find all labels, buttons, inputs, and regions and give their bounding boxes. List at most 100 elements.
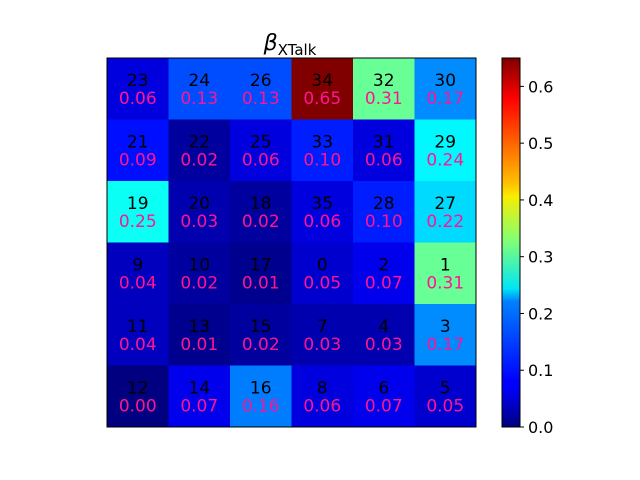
cell-id-label: 25 [250, 132, 272, 152]
cell-value-label: 0.31 [365, 89, 403, 109]
cell-value-label: 0.17 [426, 89, 464, 109]
cell-value-label: 0.07 [365, 273, 403, 293]
cell-value-label: 0.65 [303, 89, 341, 109]
cell-id-label: 1 [440, 255, 451, 275]
cell-value-label: 0.03 [303, 335, 341, 355]
colorbar-ticks: 0.0 0.1 0.2 0.3 0.4 0.5 0.6 [520, 77, 553, 437]
colorbar-gradient [501, 57, 521, 428]
cell-id-label: 17 [250, 255, 272, 275]
heatmap-cell [168, 304, 231, 366]
cell-value-label: 0.05 [426, 396, 464, 416]
cell-value-label: 0.06 [303, 212, 341, 232]
cell-id-label: 16 [250, 378, 272, 398]
cell-id-label: 8 [317, 378, 328, 398]
heatmap-cell [353, 365, 415, 428]
cell-id-label: 35 [311, 194, 333, 214]
heatmap-cell [353, 242, 415, 305]
heatmap-cell [291, 181, 354, 243]
heatmap-cell [107, 304, 169, 366]
cell-value-label: 0.01 [180, 335, 218, 355]
cell-id-label: 29 [434, 132, 456, 152]
cell-value-label: 0.00 [119, 396, 157, 416]
cell-id-label: 13 [188, 317, 210, 337]
plot-frame [106, 57, 477, 428]
cell-id-label: 14 [188, 378, 210, 398]
heatmap-cell [414, 242, 477, 305]
cell-id-label: 27 [434, 194, 456, 214]
heatmap-cell [168, 365, 231, 428]
cell-id-label: 22 [188, 132, 210, 152]
cell-value-label: 0.16 [242, 396, 280, 416]
heatmap-cell [353, 119, 415, 182]
cell-id-label: 6 [378, 378, 389, 398]
cell-value-label: 0.06 [365, 150, 403, 170]
heatmap-cell [107, 181, 169, 243]
cell-id-label: 5 [440, 378, 451, 398]
cell-id-label: 9 [132, 255, 143, 275]
title-symbol: β [263, 31, 278, 56]
heatmap-cell [107, 242, 169, 305]
heatmap-cell [291, 58, 354, 120]
colorbar-tick-label: 0.6 [528, 77, 553, 96]
colorbar-tick-label: 0.4 [528, 191, 553, 210]
cell-id-label: 21 [127, 132, 149, 152]
heatmap-cell [168, 119, 231, 182]
cell-id-label: 34 [311, 71, 333, 91]
cell-value-label: 0.09 [119, 150, 157, 170]
cell-value-label: 0.13 [242, 89, 280, 109]
cell-value-label: 0.17 [426, 335, 464, 355]
cell-id-label: 2 [378, 255, 389, 275]
cell-value-label: 0.07 [365, 396, 403, 416]
heatmap-cell [291, 119, 354, 182]
cell-value-label: 0.06 [119, 89, 157, 109]
cell-id-label: 26 [250, 71, 272, 91]
cell-value-label: 0.02 [180, 273, 218, 293]
cell-value-label: 0.22 [426, 212, 464, 232]
heatmap-cell [414, 365, 477, 428]
cell-value-label: 0.05 [303, 273, 341, 293]
colorbar: 0.0 0.1 0.2 0.3 0.4 0.5 0.6 [501, 57, 553, 437]
heatmap-cell [291, 242, 354, 305]
cell-id-label: 19 [127, 194, 149, 214]
heatmap-cell [230, 181, 292, 243]
cell-id-label: 30 [434, 71, 456, 91]
heatmap-cell [168, 242, 231, 305]
cell-id-label: 0 [317, 255, 328, 275]
heatmap-cell [168, 181, 231, 243]
colorbar-tick-label: 0.3 [528, 248, 553, 267]
heatmap-cell [230, 119, 292, 182]
cell-value-label: 0.10 [303, 150, 341, 170]
cell-id-label: 24 [188, 71, 210, 91]
title-subscript: XTalk [278, 41, 317, 59]
heatmap-cell [414, 181, 477, 243]
cell-id-label: 15 [250, 317, 272, 337]
colorbar-tick-label: 0.5 [528, 134, 553, 153]
cell-value-label: 0.02 [242, 335, 280, 355]
cell-value-label: 0.04 [119, 335, 157, 355]
heatmap-cell [107, 58, 169, 120]
heatmap-cell [107, 119, 169, 182]
cell-id-label: 4 [378, 317, 389, 337]
cell-id-label: 10 [188, 255, 210, 275]
heatmap-cell [230, 58, 292, 120]
cell-id-label: 23 [127, 71, 149, 91]
cell-value-label: 0.01 [242, 273, 280, 293]
heatmap-cell [414, 58, 477, 120]
heatmap-cell [353, 58, 415, 120]
cell-id-label: 32 [373, 71, 395, 91]
heatmap-cell [291, 365, 354, 428]
heatmap-cell [353, 304, 415, 366]
cell-value-label: 0.06 [242, 150, 280, 170]
cell-value-label: 0.13 [180, 89, 218, 109]
cell-value-label: 0.03 [180, 212, 218, 232]
cell-value-label: 0.04 [119, 273, 157, 293]
cell-id-label: 31 [373, 132, 395, 152]
cell-value-label: 0.10 [365, 212, 403, 232]
cell-value-label: 0.03 [365, 335, 403, 355]
heatmap-cell [353, 181, 415, 243]
colorbar-tick-label: 0.2 [528, 304, 553, 323]
cell-id-label: 11 [127, 317, 149, 337]
cell-id-label: 33 [311, 132, 333, 152]
cell-id-label: 28 [373, 194, 395, 214]
